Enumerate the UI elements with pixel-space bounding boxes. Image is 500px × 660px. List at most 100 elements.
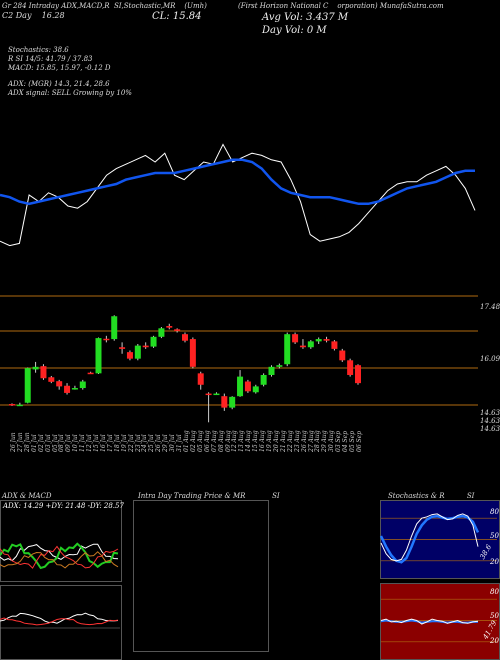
rsi-axis-80: 80 — [490, 588, 499, 596]
intraday-panel-title: Intra Day Trading Price & MR SI — [138, 492, 280, 500]
adx-panel-title: ADX & MACD — [2, 492, 52, 500]
date-tick-label: 07 Aug — [210, 430, 218, 452]
candle-down — [197, 373, 204, 385]
date-tick-label: 20 Aug — [272, 430, 280, 452]
candle-up — [32, 366, 39, 370]
stoch-axis-50: 50 — [490, 532, 499, 540]
date-tick-label: 01 Aug — [183, 430, 190, 452]
adx-panel — [0, 500, 122, 582]
price-label-low-1: 14.63 — [480, 409, 500, 417]
price-label-mid: 16.09 — [480, 355, 500, 363]
candle-up — [252, 386, 259, 393]
adx-line — [0, 543, 119, 562]
rsi-axis-50: 50 — [490, 612, 499, 620]
candle-down — [347, 360, 354, 375]
macd-line — [0, 612, 119, 624]
candle-up — [276, 365, 283, 367]
stoch-panel-title: Stochastics & R SI — [388, 492, 475, 500]
rsi-readout: R SI 14/5: 41.79 / 37.83 — [8, 55, 93, 63]
header-day: C2 Day 16.28 — [2, 11, 65, 20]
macd-readout: MACD: 15.85, 15.97, -0.12 D — [8, 64, 111, 72]
candle-up — [237, 376, 244, 397]
close-price-label: CL: 15.84 — [152, 11, 202, 22]
stoch-line — [380, 513, 479, 562]
adx-signal-line — [0, 551, 119, 569]
candle-up — [111, 316, 118, 340]
candle-up — [95, 338, 102, 374]
date-tick-label: 18 Jul — [113, 434, 121, 452]
candle-up — [158, 328, 165, 337]
candle-up — [16, 404, 23, 407]
candle-up — [71, 388, 78, 390]
date-tick-label: 15 Jul — [93, 434, 101, 452]
candle-down — [189, 339, 196, 367]
candle-up — [315, 339, 322, 342]
rsi-axis-20: 20 — [490, 637, 499, 645]
candle-up — [260, 374, 267, 385]
price-label-low-2: 14.63 — [480, 417, 500, 425]
candle-down — [40, 366, 47, 379]
candle-down — [56, 381, 63, 387]
candle-down — [221, 396, 228, 408]
candle-down — [64, 385, 71, 393]
candle-up — [79, 381, 86, 389]
date-tick-label: 23 Aug — [293, 430, 301, 452]
day-volume-label: Day Vol: 0 M — [262, 25, 327, 36]
date-tick-label: 27 Jun — [16, 432, 24, 452]
candle-down — [103, 338, 110, 341]
header-title: Gr 284 Intraday ADX,MACD,R SI,Stochastic… — [2, 2, 207, 10]
minus-di-line — [0, 545, 119, 569]
date-tick-label: 01 Jul — [30, 434, 38, 452]
date-tick-label: 28 Jun — [23, 432, 31, 452]
candle-up — [150, 336, 157, 347]
date-tick-label: 02 Jul — [37, 434, 45, 452]
adx-panel-values: ADX: 14.29 +DY: 21.48 -DY: 28.57 — [3, 502, 124, 510]
stoch-axis-80: 80 — [490, 508, 499, 516]
candle-up — [134, 345, 141, 359]
candle-up — [24, 368, 31, 403]
candle-up — [307, 341, 314, 348]
candle-down — [119, 347, 126, 349]
date-tick-label: 21 Aug — [279, 430, 287, 452]
candle-down — [205, 393, 212, 396]
candle-down — [142, 345, 149, 348]
candle-down — [355, 365, 361, 384]
candle-down — [339, 350, 346, 361]
candle-down — [87, 372, 94, 375]
date-tick-label: 17 Jul — [106, 434, 114, 452]
candle-up — [213, 393, 220, 396]
date-tick-label: 22 Aug — [286, 430, 294, 452]
main-price-chart — [0, 143, 478, 423]
candle-down — [166, 326, 173, 328]
date-tick-label: 26 Aug — [300, 430, 308, 452]
adx-readout: ADX: (MGR) 14.3, 21.4, 28.6 — [8, 80, 110, 88]
intraday-panel — [133, 500, 269, 652]
date-tick-label: 19 Jul — [120, 434, 128, 452]
date-tick-label: 03 Jul — [44, 434, 52, 452]
price-label-low-3: 14.63 — [480, 425, 500, 433]
candle-down — [292, 334, 299, 343]
rsi-lower-line — [380, 618, 479, 625]
date-tick-label: 19 Aug — [266, 430, 274, 452]
date-tick-label: 06 Sep — [356, 430, 363, 452]
candle-down — [331, 341, 338, 349]
stoch-axis-20: 20 — [490, 558, 499, 566]
date-tick-label: 06 Aug — [203, 430, 211, 452]
candle-down — [174, 329, 181, 331]
plus-di-line — [0, 542, 119, 570]
moving-average-line — [0, 158, 475, 206]
header-company: (First Horizon National C orporation) Mu… — [238, 2, 444, 10]
date-tick-label: 22 Jul — [127, 434, 135, 452]
candle-up — [229, 396, 236, 408]
date-tick-label: 26 Jun — [10, 432, 17, 452]
macd-signal-line — [0, 617, 119, 626]
candle-down — [299, 345, 306, 348]
candle-down — [244, 381, 251, 392]
candle-down — [182, 334, 188, 341]
adx-signal-readout: ADX signal: SELL Growing by 10% — [8, 89, 132, 97]
candle-down — [9, 404, 15, 406]
candle-down — [323, 339, 330, 341]
price-label-high: 17.48 — [480, 303, 500, 311]
stochastics-readout: Stochastics: 38.6 — [8, 46, 69, 54]
